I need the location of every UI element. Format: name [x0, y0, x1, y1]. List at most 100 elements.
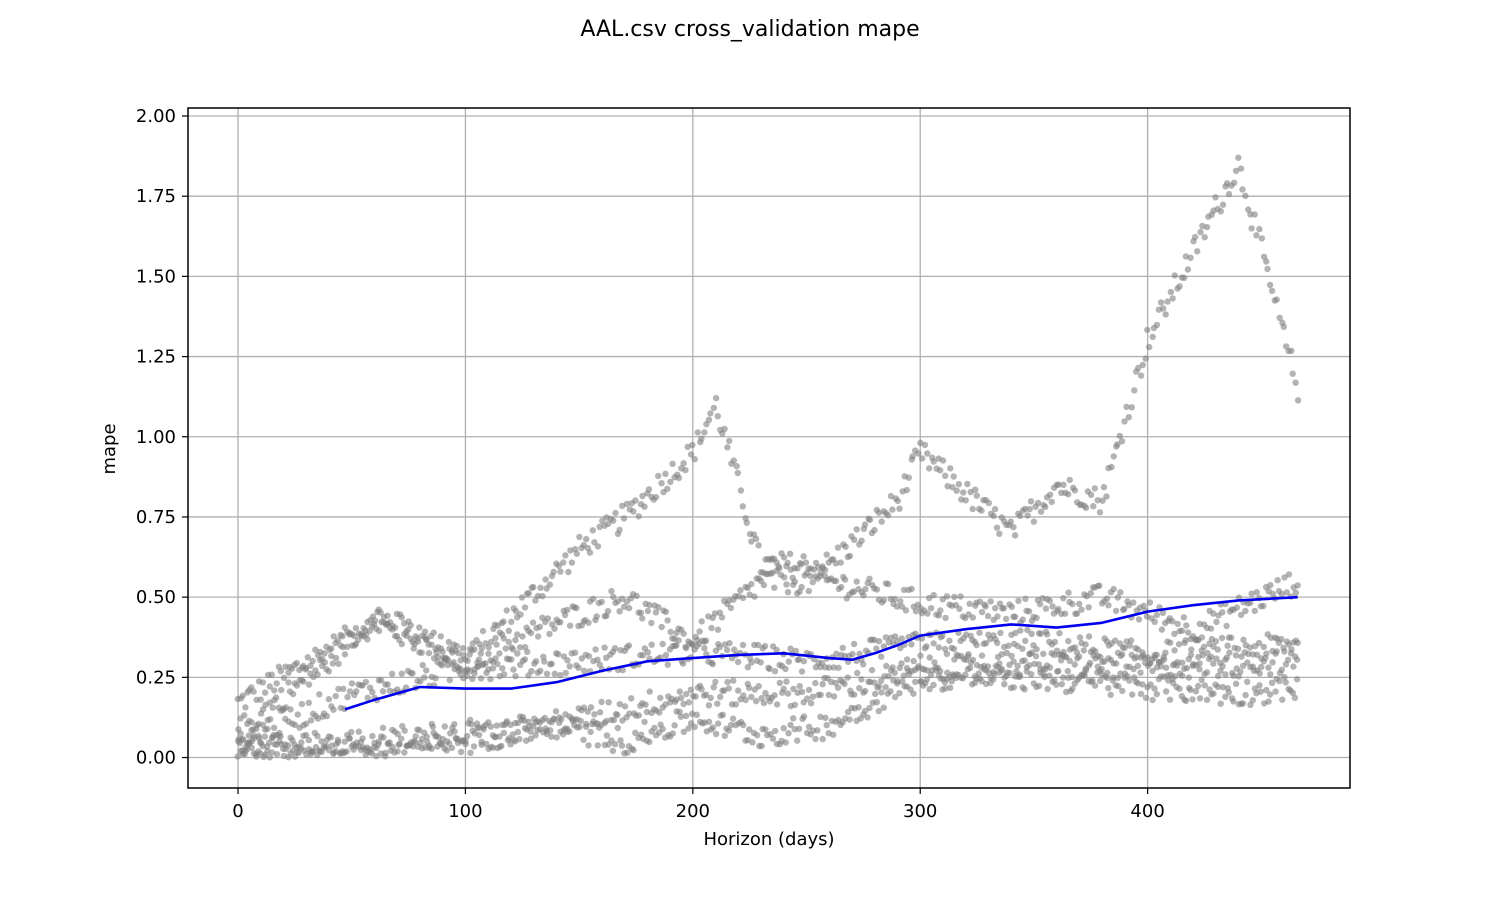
scatter-points: [234, 154, 1302, 761]
data-point: [1115, 683, 1122, 690]
data-point: [1187, 254, 1194, 261]
data-point: [1151, 685, 1158, 692]
data-point: [725, 685, 732, 692]
data-point: [1215, 672, 1222, 680]
data-point: [1246, 644, 1254, 651]
data-point: [819, 681, 826, 688]
data-point: [468, 647, 476, 654]
data-point: [921, 441, 929, 449]
data-point: [1256, 225, 1263, 233]
data-point: [754, 641, 762, 649]
data-point: [719, 711, 726, 718]
data-point: [835, 664, 842, 671]
data-point: [1267, 581, 1274, 589]
data-point: [309, 748, 316, 755]
data-point: [900, 672, 908, 679]
data-point: [325, 668, 332, 675]
data-point: [293, 682, 301, 689]
data-point: [832, 577, 840, 585]
data-point: [566, 713, 573, 720]
data-point: [1196, 666, 1203, 673]
data-point: [712, 394, 720, 402]
data-point: [748, 538, 755, 545]
data-point: [1237, 668, 1244, 675]
data-point: [1121, 644, 1128, 651]
data-point: [976, 629, 983, 636]
data-point: [648, 619, 655, 627]
data-point: [794, 737, 801, 744]
data-point: [1097, 677, 1104, 685]
data-point: [505, 638, 512, 646]
data-point: [625, 604, 633, 612]
data-point: [280, 752, 288, 760]
data-point: [712, 678, 719, 686]
data-point: [850, 640, 858, 648]
data-point: [1135, 364, 1142, 372]
data-point: [931, 659, 938, 666]
data-point: [1022, 595, 1029, 602]
data-point: [656, 709, 663, 716]
data-point: [428, 641, 435, 648]
data-point: [459, 645, 466, 652]
data-point: [1037, 508, 1045, 515]
data-point: [294, 711, 301, 718]
data-point: [887, 492, 895, 500]
data-point: [819, 735, 826, 743]
data-point: [689, 641, 696, 648]
data-point: [998, 667, 1005, 674]
data-point: [950, 645, 958, 653]
data-point: [659, 725, 666, 733]
data-point: [1144, 326, 1151, 334]
data-point: [1006, 661, 1013, 669]
data-point: [1260, 602, 1267, 610]
data-point: [543, 727, 550, 735]
data-point: [917, 652, 924, 659]
data-point: [1180, 614, 1188, 621]
data-point: [1028, 671, 1035, 678]
data-point: [1225, 689, 1233, 696]
data-point: [683, 690, 690, 698]
data-point: [632, 729, 639, 736]
data-point: [1288, 646, 1295, 653]
data-point: [603, 717, 610, 725]
data-point: [504, 737, 512, 744]
data-point: [1134, 646, 1142, 653]
data-point: [1013, 668, 1020, 675]
data-point: [573, 550, 580, 557]
data-point: [885, 580, 892, 588]
data-point: [543, 670, 551, 677]
data-point: [1117, 589, 1124, 596]
data-point: [702, 691, 710, 698]
data-point: [1076, 600, 1083, 608]
data-point: [889, 664, 896, 671]
data-point: [1256, 670, 1263, 677]
data-point: [669, 730, 676, 737]
data-point: [1146, 343, 1153, 351]
data-point: [809, 693, 816, 700]
data-point: [838, 583, 845, 591]
data-point: [893, 603, 901, 610]
data-point: [743, 519, 750, 526]
data-point: [322, 742, 330, 750]
data-point: [771, 692, 778, 699]
data-point: [264, 725, 271, 733]
data-point: [616, 608, 623, 615]
data-point: [950, 473, 957, 480]
data-point: [475, 663, 482, 670]
data-point: [328, 645, 335, 652]
data-point: [948, 678, 955, 685]
data-point: [714, 720, 722, 727]
data-point: [922, 680, 929, 687]
data-point: [1219, 663, 1226, 670]
data-point: [617, 737, 624, 744]
data-point: [587, 728, 594, 736]
data-point: [1033, 614, 1040, 621]
data-point: [379, 724, 387, 731]
data-point: [550, 715, 557, 722]
data-point: [1153, 611, 1161, 619]
data-point: [1044, 685, 1051, 693]
data-point: [860, 592, 867, 599]
data-point: [1142, 355, 1149, 362]
data-point: [416, 624, 423, 631]
data-point: [658, 623, 665, 631]
